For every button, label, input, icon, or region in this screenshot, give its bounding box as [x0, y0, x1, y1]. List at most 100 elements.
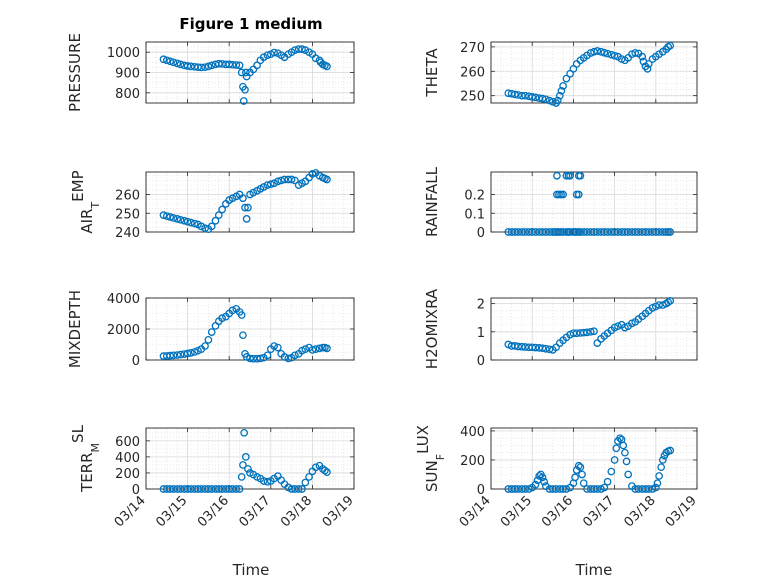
data-point [666, 228, 675, 236]
data-point [266, 180, 275, 189]
data-point [173, 215, 182, 223]
data-point [180, 216, 189, 225]
x-tick-label: 03/16 [539, 493, 576, 530]
data-point [270, 48, 278, 57]
y-tick-label: 0 [477, 226, 485, 241]
data-point [239, 331, 247, 340]
y-tick-label: 2000 [107, 323, 140, 338]
data-point [239, 97, 248, 105]
data-point [204, 335, 213, 344]
data-point [538, 344, 547, 353]
y-tick-label: 250 [115, 207, 140, 222]
data-point [159, 211, 168, 219]
data-point [301, 46, 310, 54]
y-tick-label: 1 [477, 326, 485, 341]
data-point [183, 349, 192, 358]
y-tick-label: 0.1 [464, 207, 485, 222]
x-tick-label: 03/19 [663, 493, 700, 530]
data-point [197, 485, 206, 493]
data-point [545, 345, 554, 354]
data-point [610, 456, 619, 464]
data-point [323, 468, 331, 476]
y-axis-label: RAINFALL [423, 166, 441, 237]
data-point [166, 213, 174, 221]
axes-box [490, 41, 698, 104]
y-tick-label: 0 [477, 354, 485, 369]
subplot-pressure: 800 900 1000 PRESSURE [66, 33, 355, 112]
data-point [294, 485, 303, 493]
data-point [197, 63, 206, 72]
data-point [511, 342, 519, 350]
data-point [291, 176, 299, 185]
x-axis-label-right: Time [575, 561, 613, 579]
data-point [169, 485, 178, 493]
y-tick-label: 4000 [107, 292, 140, 307]
x-tick-label: 03/18 [278, 493, 315, 530]
data-point [653, 479, 662, 488]
data-point [600, 48, 609, 57]
x-tick-label: 03/15 [153, 493, 190, 530]
data-point [214, 59, 223, 68]
data-point [644, 485, 653, 493]
y-axis-label: AIRTEMP [69, 170, 102, 233]
y-tick-label: 1000 [107, 46, 140, 61]
data-point [521, 485, 530, 493]
data-point [538, 473, 547, 482]
data-point [183, 485, 192, 493]
data-point [287, 485, 296, 493]
axes-box [490, 297, 698, 361]
data-point [214, 485, 223, 493]
data-point [572, 60, 581, 68]
data-point [162, 56, 171, 65]
data-point [207, 222, 216, 231]
data-point [291, 351, 299, 360]
data-point [301, 478, 310, 487]
data-point [298, 485, 306, 493]
subplot-air-temp: 240 250 260 AIRTEMP [69, 169, 355, 241]
data-point [207, 328, 216, 336]
data-point [666, 41, 675, 50]
y-tick-label: 200 [115, 467, 140, 482]
data-point [301, 345, 310, 353]
data-point [176, 215, 185, 224]
data-point [201, 63, 209, 72]
data-point [241, 453, 250, 461]
data-point [579, 328, 588, 337]
data-point [232, 61, 241, 69]
data-point [228, 194, 237, 203]
subplot-theta: 250 260 270 THETA [423, 41, 698, 107]
data-point [528, 93, 537, 101]
data-point [658, 456, 667, 464]
x-tick-label: 03/17 [237, 493, 274, 530]
data-point [323, 175, 331, 184]
data-point [201, 224, 209, 233]
data-point [176, 60, 185, 69]
y-tick-label: 400 [460, 425, 485, 440]
data-point [207, 61, 216, 70]
y-axis-label: THETA [423, 48, 441, 98]
data-point [241, 85, 249, 94]
data-point [574, 190, 583, 199]
data-point [638, 52, 647, 61]
data-point [239, 194, 247, 203]
data-point [274, 177, 282, 186]
data-point [578, 470, 586, 479]
data-point [631, 49, 640, 57]
y-tick-label: 800 [115, 87, 140, 102]
y-tick-label: 0 [477, 483, 485, 498]
x-axis-label-left: Time [232, 561, 270, 579]
data-point [280, 175, 289, 184]
data-point [173, 485, 182, 493]
data-point [624, 470, 633, 479]
data-point [239, 461, 247, 469]
data-point [218, 485, 226, 493]
data-point [187, 485, 195, 493]
axes-box [145, 171, 355, 233]
data-point [183, 217, 192, 226]
data-point [259, 53, 268, 62]
data-point [553, 96, 562, 105]
data-point [612, 444, 621, 453]
data-point [655, 301, 663, 309]
data-point [590, 327, 598, 336]
data-point [246, 354, 254, 363]
